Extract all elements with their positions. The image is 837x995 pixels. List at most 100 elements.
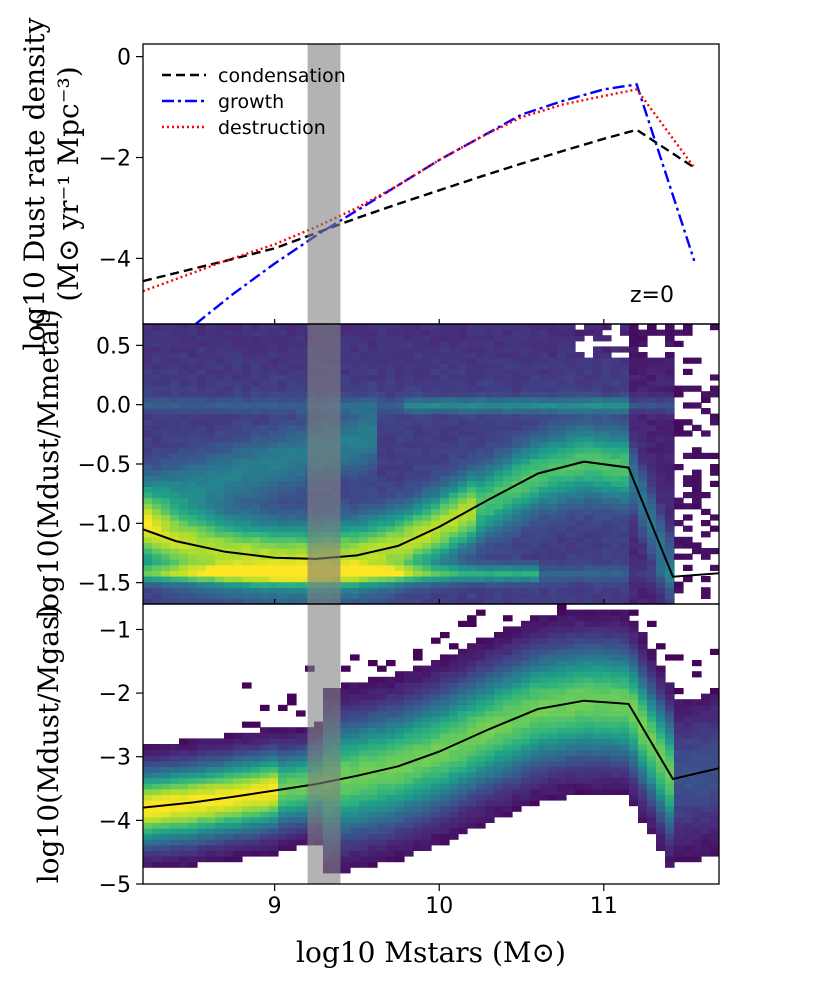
heatmap-cell xyxy=(656,536,666,543)
heatmap-cell xyxy=(494,676,504,683)
heatmap-cell xyxy=(188,396,198,403)
heatmap-cell xyxy=(701,452,711,459)
heatmap-cell xyxy=(278,486,288,493)
heatmap-cell xyxy=(341,760,351,767)
heatmap-cell xyxy=(602,682,612,689)
heatmap-cell xyxy=(530,688,540,695)
heatmap-cell xyxy=(485,520,495,527)
heatmap-cell xyxy=(233,503,243,510)
heatmap-cell xyxy=(710,413,719,420)
heatmap-cell xyxy=(197,352,207,359)
heatmap-cell xyxy=(602,783,612,790)
heatmap-cell xyxy=(224,452,234,459)
heatmap-cell xyxy=(413,396,423,403)
heatmap-cell xyxy=(557,430,567,437)
heatmap-cell xyxy=(233,805,243,812)
heatmap-cell xyxy=(179,548,189,555)
heatmap-cell xyxy=(431,503,441,510)
heatmap-cell xyxy=(188,520,198,527)
heatmap-cell xyxy=(233,856,243,863)
heatmap-cell xyxy=(413,508,423,515)
heatmap-cell xyxy=(476,676,486,683)
heatmap-cell xyxy=(548,374,558,381)
heatmap-cell xyxy=(170,800,180,807)
heatmap-cell xyxy=(377,525,387,532)
heatmap-cell xyxy=(503,542,513,549)
heatmap-cell xyxy=(629,441,639,448)
heatmap-cell xyxy=(683,738,693,745)
heatmap-cell xyxy=(449,576,459,583)
heatmap-cell xyxy=(422,559,432,566)
heatmap-cell xyxy=(350,861,360,868)
heatmap-cell xyxy=(431,531,441,538)
heatmap-cell xyxy=(431,424,441,431)
heatmap-cell xyxy=(179,760,189,767)
heatmap-cell xyxy=(206,581,216,588)
heatmap-cell xyxy=(521,497,531,504)
heatmap-cell xyxy=(548,744,558,751)
heatmap-cell xyxy=(260,385,270,392)
heatmap-cell xyxy=(512,632,522,639)
heatmap-cell xyxy=(287,486,297,493)
heatmap-cell xyxy=(350,570,360,577)
heatmap-cell xyxy=(458,805,468,812)
heatmap-cell xyxy=(548,486,558,493)
heatmap-cell xyxy=(296,732,306,739)
heatmap-cell xyxy=(656,436,666,443)
heatmap-cell xyxy=(620,721,630,728)
heatmap-cell xyxy=(683,760,693,767)
heatmap-cell xyxy=(575,508,585,515)
heatmap-cell xyxy=(449,402,459,409)
heatmap-cell xyxy=(584,570,594,577)
heatmap-cell xyxy=(494,548,504,555)
heatmap-cell xyxy=(512,402,522,409)
heatmap-cell xyxy=(674,654,684,661)
heatmap-cell xyxy=(395,424,405,431)
heatmap-cell xyxy=(179,788,189,795)
heatmap-cell xyxy=(521,380,531,387)
heatmap-cell xyxy=(593,430,603,437)
heatmap-cell xyxy=(206,816,216,823)
heatmap-cell xyxy=(521,637,531,644)
heatmap-cell xyxy=(557,587,567,594)
heatmap-cell xyxy=(188,391,198,398)
heatmap-cell xyxy=(251,324,261,331)
heatmap-cell xyxy=(161,576,171,583)
heatmap-cell xyxy=(377,391,387,398)
heatmap-cell xyxy=(431,413,441,420)
heatmap-cell xyxy=(566,385,576,392)
heatmap-cell xyxy=(629,447,639,454)
heatmap-cell xyxy=(359,783,369,790)
heatmap-cell xyxy=(179,553,189,560)
heatmap-cell xyxy=(278,464,288,471)
heatmap-cell xyxy=(359,861,369,868)
heatmap-cell xyxy=(161,385,171,392)
heatmap-cell xyxy=(638,340,648,347)
heatmap-cell xyxy=(530,536,540,543)
heatmap-cell xyxy=(341,828,351,835)
heatmap-cell xyxy=(206,548,216,555)
heatmap-cell xyxy=(296,531,306,538)
heatmap-cell xyxy=(557,335,567,342)
heatmap-cell xyxy=(638,727,648,734)
heatmap-cell xyxy=(449,643,459,650)
heatmap-cell xyxy=(476,329,486,336)
heatmap-cell xyxy=(476,805,486,812)
heatmap-cell xyxy=(341,520,351,527)
heatmap-cell xyxy=(530,480,540,487)
heatmap-cell xyxy=(449,592,459,599)
heatmap-cell xyxy=(692,805,702,812)
heatmap-cell xyxy=(395,811,405,818)
heatmap-cell xyxy=(476,755,486,762)
heatmap-cell xyxy=(530,693,540,700)
heatmap-cell xyxy=(224,828,234,835)
heatmap-cell xyxy=(395,800,405,807)
heatmap-cell xyxy=(404,396,414,403)
heatmap-cell xyxy=(701,721,711,728)
heatmap-cell xyxy=(512,424,522,431)
heatmap-cell xyxy=(278,777,288,784)
heatmap-cell xyxy=(449,738,459,745)
heatmap-cell xyxy=(701,704,711,711)
heatmap-cell xyxy=(548,688,558,695)
heatmap-cell xyxy=(467,794,477,801)
